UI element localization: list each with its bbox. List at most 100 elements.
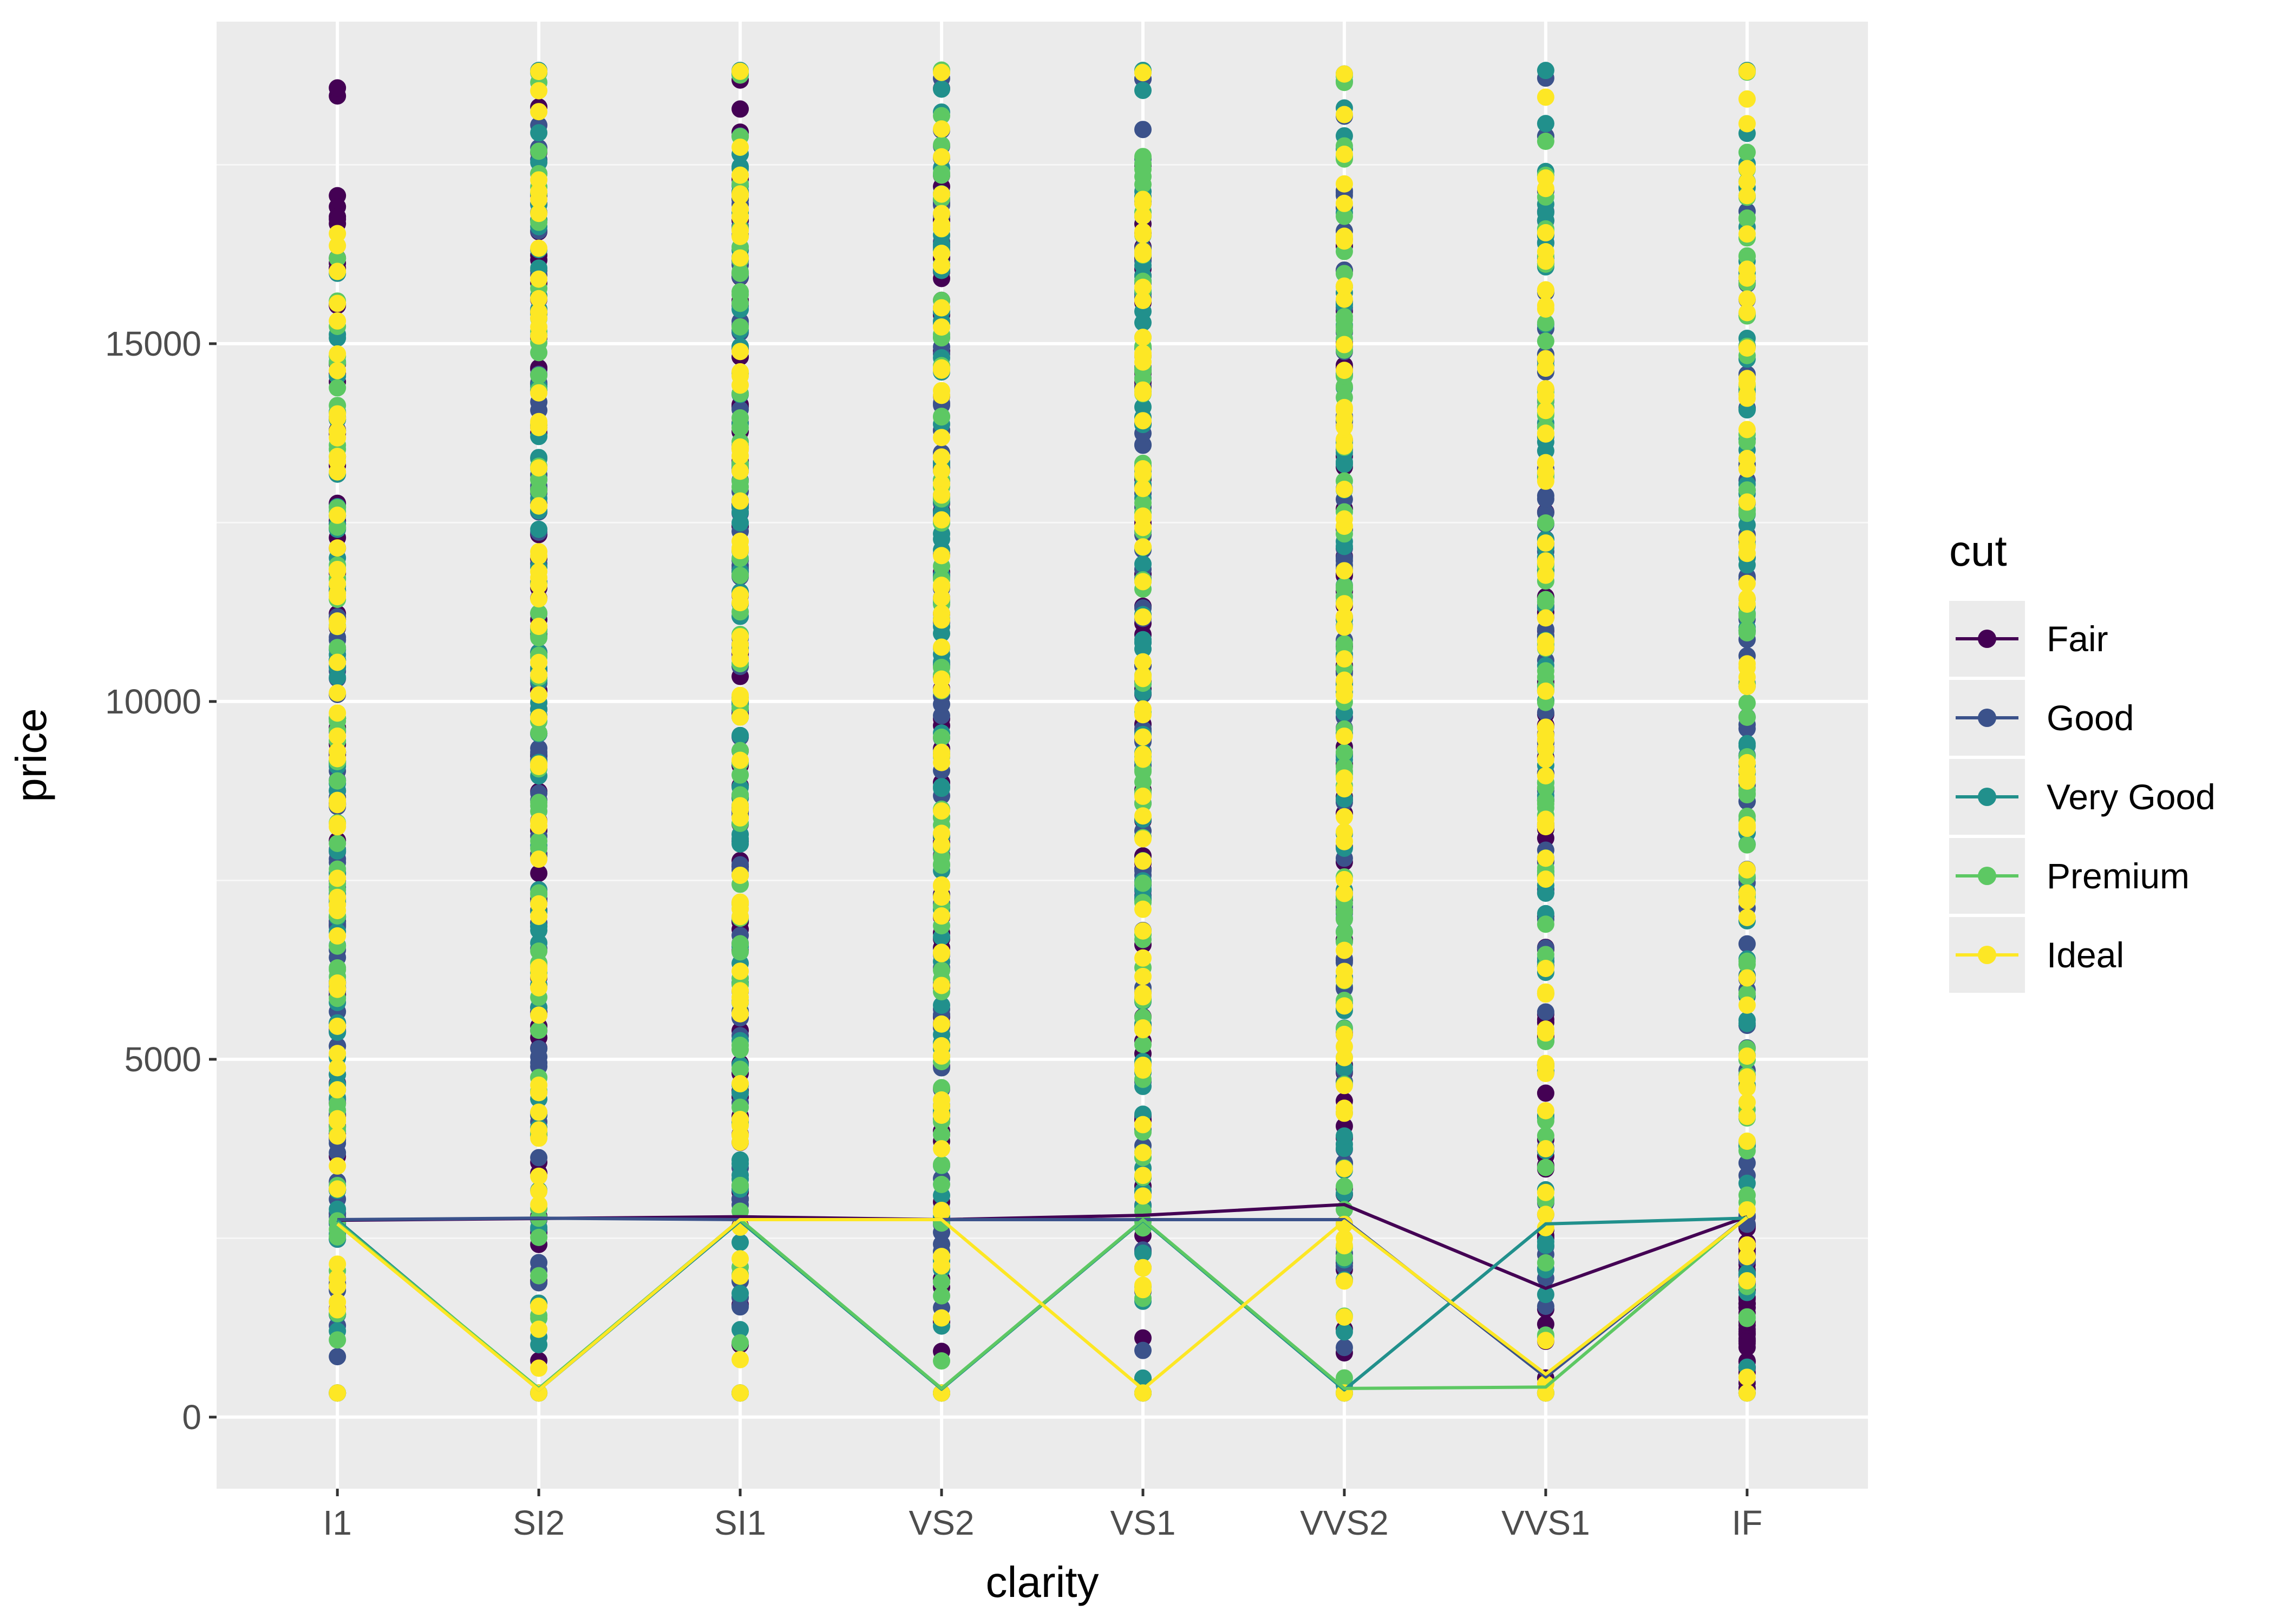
data-point: [731, 166, 749, 184]
data-point: [329, 1059, 347, 1077]
data-point: [731, 343, 749, 361]
data-point-max: [933, 63, 951, 81]
data-point: [1738, 1093, 1756, 1111]
data-point: [1134, 608, 1152, 626]
data-point: [530, 709, 548, 726]
data-point: [329, 1255, 347, 1273]
data-point: [1134, 226, 1152, 244]
data-point: [933, 1273, 951, 1291]
data-point: [329, 379, 347, 397]
data-point: [530, 481, 548, 499]
data-point: [1335, 997, 1353, 1015]
data-point: [933, 511, 951, 529]
data-point: [1738, 160, 1756, 178]
data-point: [1738, 143, 1756, 161]
data-point: [1738, 1201, 1756, 1219]
data-point: [1738, 784, 1756, 802]
data-point: [933, 530, 951, 548]
data-point: [933, 318, 951, 336]
data-point: [329, 422, 347, 440]
data-point: [1537, 1286, 1554, 1304]
data-point: [933, 836, 951, 854]
data-point: [933, 728, 951, 746]
data-point: [1134, 900, 1152, 918]
data-point: [1134, 1116, 1152, 1134]
data-point: [1738, 1047, 1756, 1065]
data-point-max: [530, 63, 548, 81]
legend-label: Ideal: [2047, 935, 2124, 975]
data-point: [1738, 290, 1756, 308]
data-point: [1537, 1084, 1554, 1102]
data-point: [1738, 935, 1756, 953]
data-point: [1335, 1025, 1353, 1043]
data-point: [1335, 971, 1353, 989]
data-point: [329, 263, 347, 280]
data-point: [731, 797, 749, 815]
data-point: [1537, 1236, 1554, 1254]
data-point: [731, 221, 749, 239]
data-point: [731, 100, 749, 118]
data-point: [731, 567, 749, 585]
data-point: [933, 876, 951, 894]
data-point: [1134, 1036, 1152, 1053]
data-point: [530, 850, 548, 868]
grid-minor: [217, 163, 1868, 1239]
data-point: [1537, 552, 1554, 570]
data-point: [1738, 1308, 1756, 1326]
data-point: [1335, 1237, 1353, 1255]
x-axis: I1 SI2 SI1 VS2 VS1 VVS2 VVS1 IF: [323, 1489, 1762, 1542]
data-point: [329, 927, 347, 945]
data-point: [1134, 1187, 1152, 1205]
data-point: [1134, 148, 1152, 166]
data-point: [329, 518, 347, 536]
data-point: [1134, 436, 1152, 454]
data-point: [1537, 1158, 1554, 1176]
data-point: [1134, 763, 1152, 781]
data-point: [530, 290, 548, 307]
data-point: [1738, 969, 1756, 987]
data-point: [329, 294, 347, 312]
data-point: [933, 547, 951, 565]
legend-label: Good: [2047, 698, 2134, 738]
data-point: [530, 103, 548, 121]
data-point: [530, 832, 548, 850]
data-point: [933, 888, 951, 906]
data-point: [530, 1320, 548, 1338]
data-point: [530, 239, 548, 257]
data-point: [1738, 1368, 1756, 1386]
data-point: [1738, 668, 1756, 686]
data-point-min: [1738, 1384, 1756, 1402]
data-point: [933, 1140, 951, 1158]
data-point: [1335, 1323, 1353, 1341]
data-point: [933, 1079, 951, 1097]
data-point: [1537, 387, 1554, 404]
data-point: [530, 895, 548, 913]
data-point: [933, 1015, 951, 1033]
legend: cut Fair Good Very Good Premium Ideal: [1949, 527, 2216, 993]
x-axis-title: clarity: [986, 1558, 1099, 1606]
data-point: [329, 834, 347, 852]
data-point: [1335, 480, 1353, 498]
data-point: [1134, 1167, 1152, 1184]
data-point: [1335, 562, 1353, 580]
data-point: [329, 793, 347, 810]
data-point: [1537, 281, 1554, 299]
data-point: [1335, 608, 1353, 626]
data-point-max: [1738, 62, 1756, 80]
data-point: [731, 409, 749, 427]
data-point: [1537, 1020, 1554, 1038]
data-point: [933, 1156, 951, 1174]
data-point: [1537, 314, 1554, 332]
data-point: [1738, 1014, 1756, 1032]
data-point: [933, 429, 951, 447]
data-point: [530, 618, 548, 636]
data-point: [329, 345, 347, 363]
data-point: [1738, 375, 1756, 392]
data-point: [1134, 670, 1152, 687]
data-point: [530, 205, 548, 222]
data-point: [933, 80, 951, 98]
data-point: [1134, 194, 1152, 212]
data-point: [530, 758, 548, 776]
y-tick-label: 10000: [105, 682, 201, 721]
data-point: [1134, 787, 1152, 805]
